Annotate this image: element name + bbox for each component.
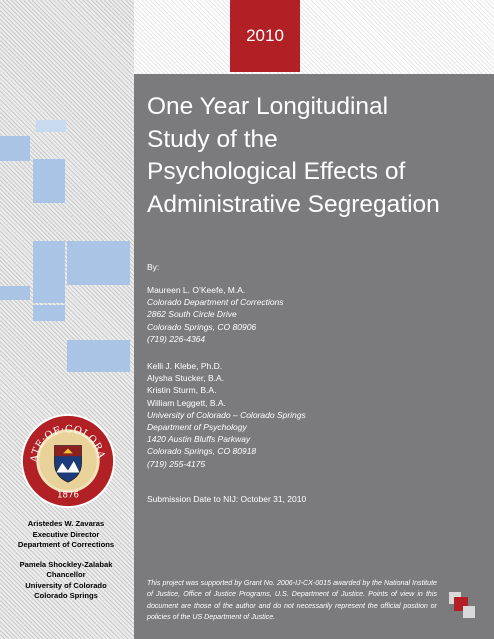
author-line: Alysha Stucker, B.A. — [147, 373, 225, 384]
title-line: One Year Longitudinal — [147, 93, 389, 120]
credit-name: Pamela Shockley-Zalabak — [19, 559, 113, 569]
author-group: Maureen L. O’Keefe, M.A. Colorado Departm… — [147, 284, 467, 345]
author-line: University of Colorado – Colorado Spring… — [147, 409, 306, 420]
author-line: Colorado Springs, CO 80906 — [147, 321, 257, 332]
by-label: By: — [147, 262, 160, 272]
submission-date: Submission Date to NIJ: October 31, 2010 — [147, 494, 307, 504]
author-line: Kristin Sturm, B.A. — [147, 385, 217, 396]
decor-block — [67, 340, 130, 372]
author-line: Colorado Department of Corrections — [147, 297, 284, 308]
author-line: Kelli J. Klebe, Ph.D. — [147, 361, 223, 372]
grant-disclaimer: This project was supported by Grant No. … — [147, 579, 437, 621]
title-line: Psychological Effects of — [147, 158, 406, 185]
decor-block — [33, 241, 65, 303]
decor-block — [33, 305, 65, 321]
credit-org: University of Colorado — [25, 580, 107, 590]
decor-block — [0, 286, 30, 300]
content-panel: 2010 — [134, 0, 494, 639]
credit-org-campus: Colorado Springs — [34, 591, 98, 600]
title-line: Administrative Segregation — [147, 190, 440, 218]
authors-block: Maureen L. O’Keefe, M.A. Colorado Departm… — [147, 284, 467, 470]
seal-year: 1876 — [57, 490, 79, 500]
credit-title: Chancellor — [46, 570, 86, 579]
author-line: Maureen L. O’Keefe, M.A. — [147, 285, 246, 295]
author-line: Department of Psychology — [147, 422, 247, 433]
report-title: One Year Longitudinal Study of the Psych… — [147, 91, 487, 221]
corner-logo — [449, 592, 477, 620]
credit-title: Executive Director — [32, 529, 100, 539]
author-line: (719) 255-4175 — [147, 458, 206, 469]
author-line: 1420 Austin Bluffs Parkway — [147, 434, 251, 445]
decor-block — [33, 159, 65, 203]
author-line: William Leggett, B.A. — [147, 397, 226, 408]
credits-block: Aristedes W. Zavaras Executive Director … — [2, 519, 130, 602]
author-group: Kelli J. Klebe, Ph.D. Alysha Stucker, B.A… — [147, 360, 467, 470]
author-line: (719) 226-4364 — [147, 333, 206, 344]
top-band — [134, 0, 494, 74]
decor-block — [36, 120, 66, 132]
author-line: Colorado Springs, CO 80918 — [147, 446, 257, 457]
colorado-state-seal: STATE·OF·COLORADO 1876 — [20, 413, 116, 509]
decor-block — [67, 241, 130, 285]
title-line: Study of the — [147, 125, 278, 153]
left-hatched-column — [0, 0, 134, 639]
credit-org: Department of Corrections — [17, 540, 115, 549]
credit-name: Aristedes W. Zavaras — [27, 519, 105, 528]
author-line: 2862 South Circle Drive — [147, 309, 237, 320]
year-badge: 2010 — [230, 0, 300, 72]
decor-block — [0, 136, 30, 161]
